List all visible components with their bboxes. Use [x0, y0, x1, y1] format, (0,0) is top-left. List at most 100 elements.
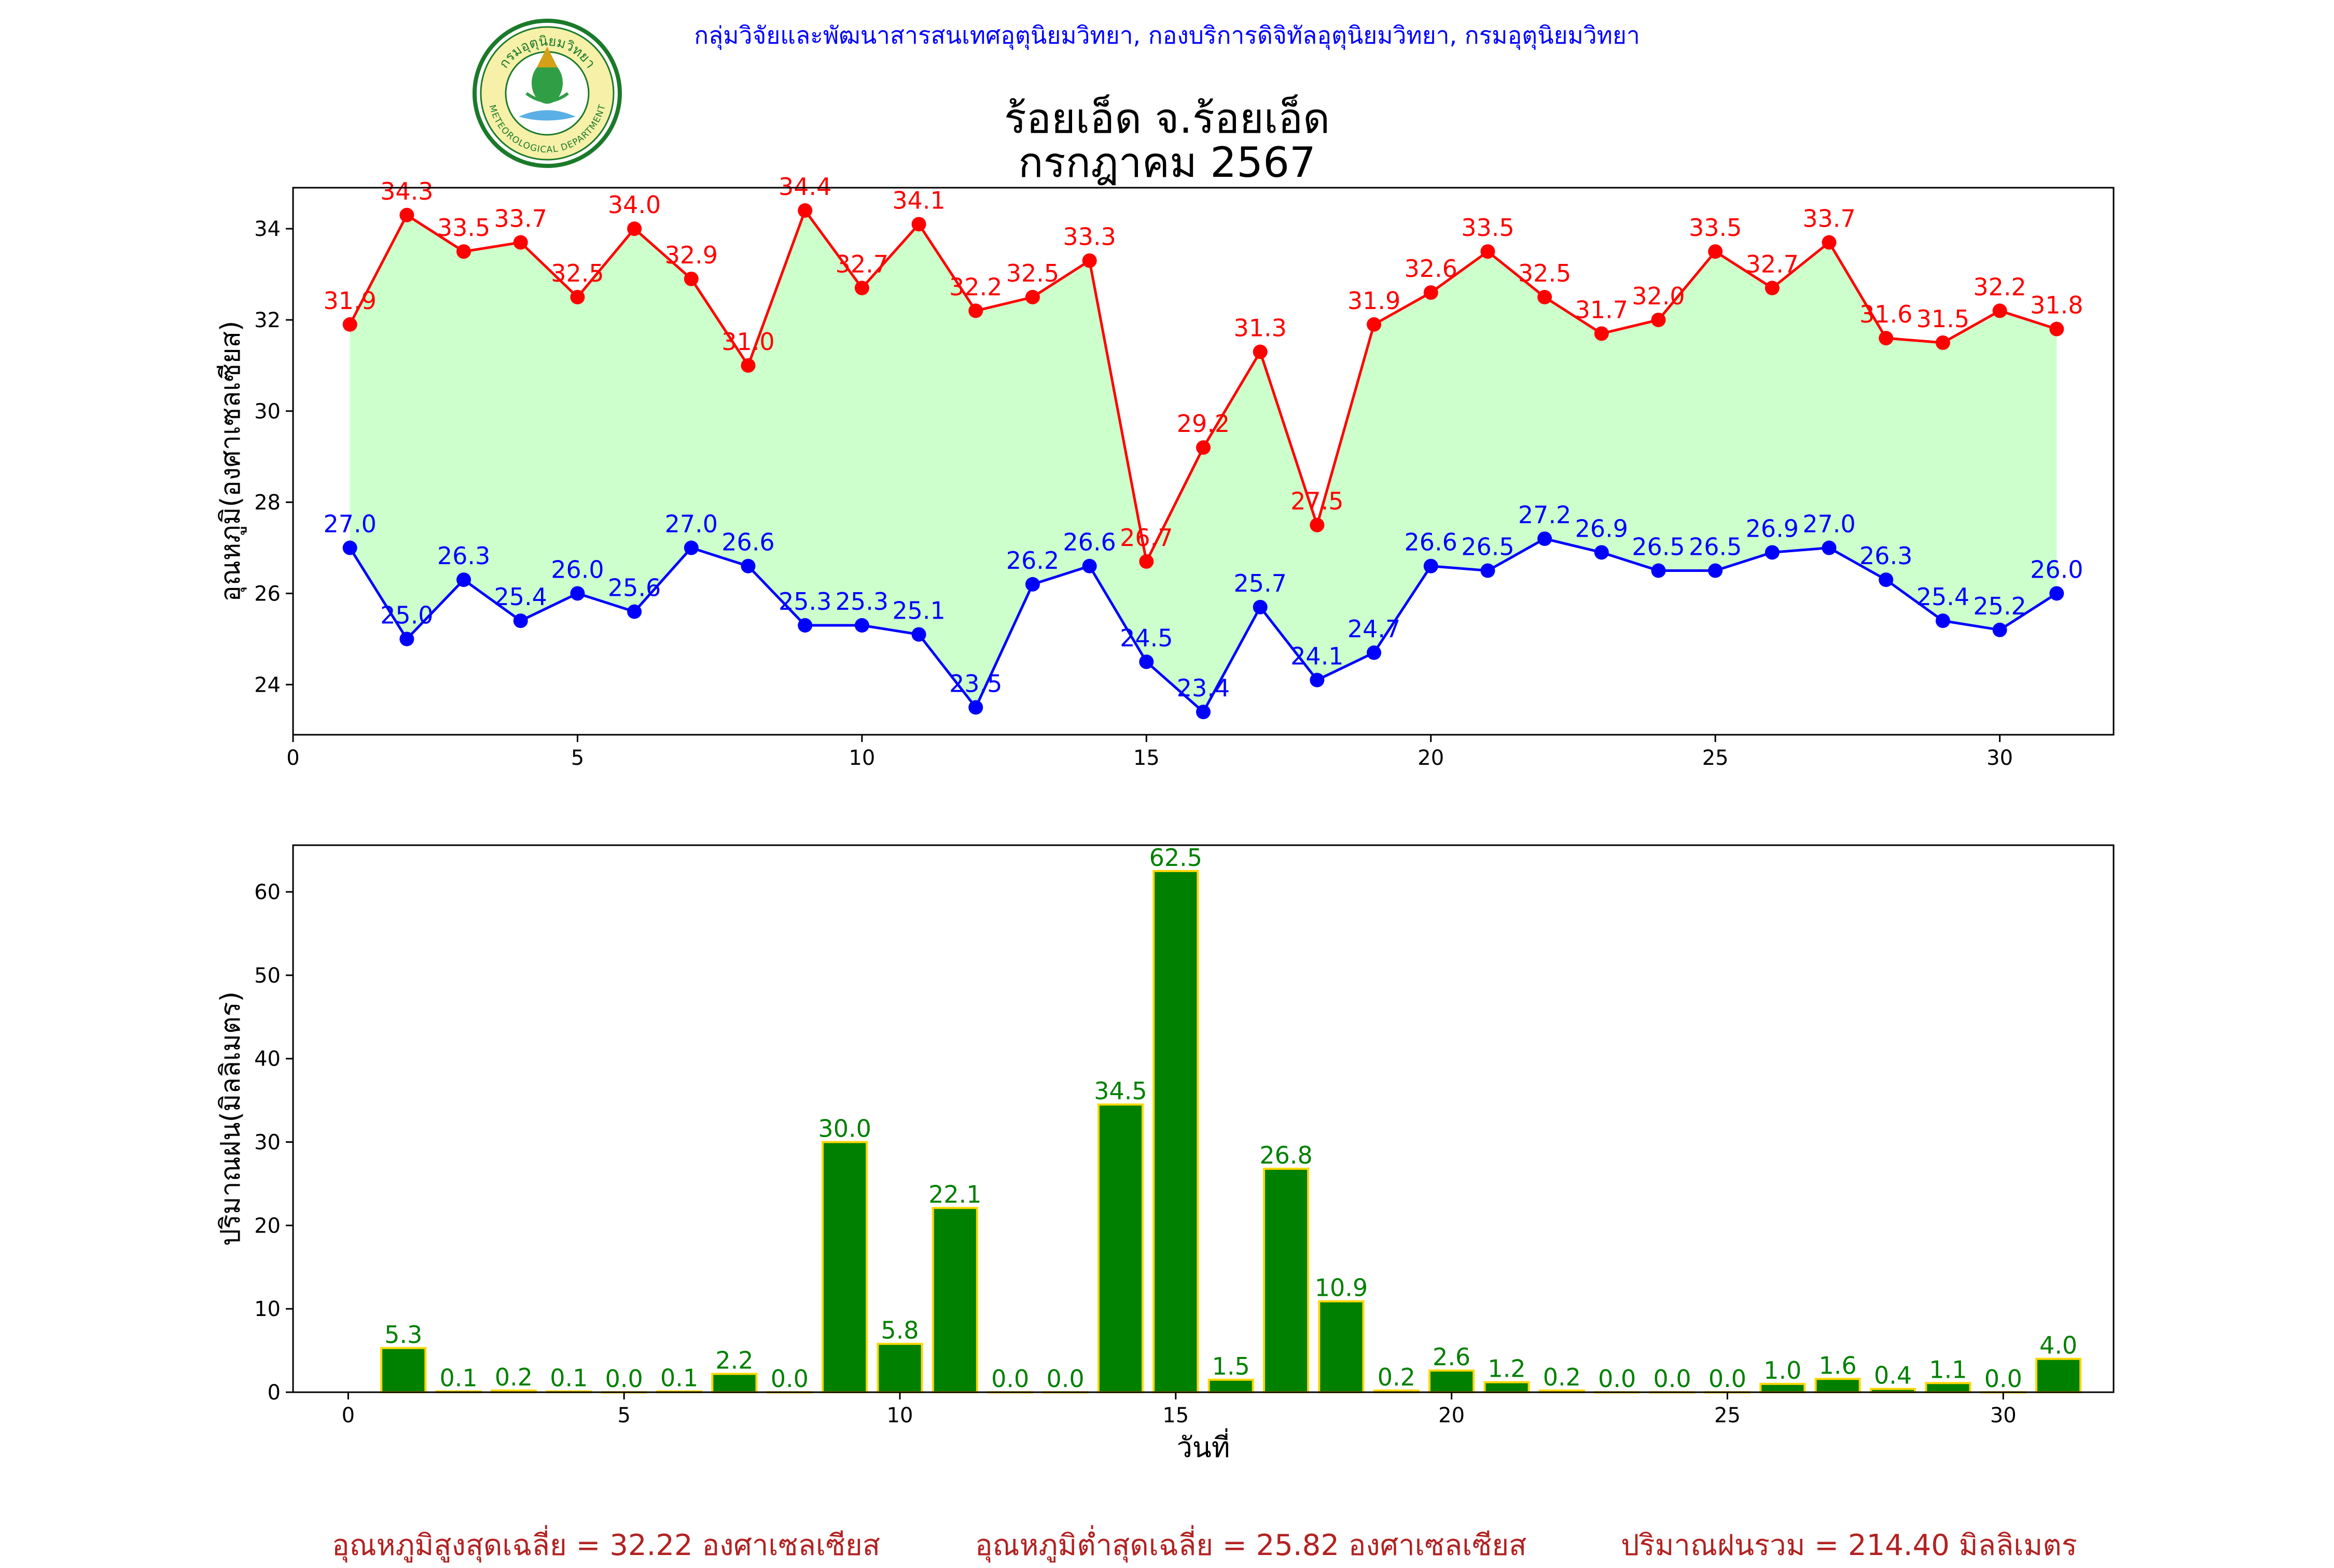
rain-data-label: 0.2	[1378, 1363, 1415, 1391]
temp-max-data-label: 32.7	[1746, 250, 1799, 278]
rain-bar	[1814, 1378, 1861, 1394]
temp-plot-frame	[292, 187, 2115, 736]
temp-x-tick-label: 15	[1133, 746, 1160, 770]
rain-x-tick-label: 25	[1714, 1404, 1741, 1427]
rain-y-tick-label: 60	[254, 880, 281, 904]
temp-max-point	[1367, 317, 1382, 332]
temp-x-tick-label: 10	[849, 746, 875, 770]
temp-min-point	[1822, 540, 1837, 555]
temp-max-point	[1935, 335, 1950, 350]
temp-max-data-label: 32.5	[1518, 259, 1571, 287]
temp-x-tick-label: 0	[286, 746, 299, 770]
temp-max-data-label: 32.6	[1405, 255, 1457, 283]
temp-x-tick-label: 30	[1986, 746, 2013, 770]
temp-max-point	[1879, 331, 1894, 346]
temp-min-data-label: 27.0	[323, 510, 376, 538]
temp-min-data-label: 27.2	[1518, 501, 1571, 529]
rain-data-label: 22.1	[928, 1181, 981, 1209]
temp-min-point	[2049, 586, 2064, 601]
rain-y-tick-label: 40	[254, 1047, 281, 1071]
rain-data-label: 0.0	[605, 1365, 643, 1393]
rain-y-tick-label: 30	[254, 1131, 281, 1155]
rain-data-label: 0.1	[440, 1364, 478, 1392]
temp-max-point	[1765, 281, 1780, 296]
temp-min-data-label: 25.3	[779, 587, 831, 615]
temp-max-data-label: 31.3	[1233, 314, 1286, 342]
temp-max-point	[513, 235, 528, 250]
temp-min-data-label: 26.9	[1746, 514, 1799, 542]
temp-min-point	[1879, 572, 1894, 587]
temp-max-point	[1822, 235, 1837, 250]
organization-line: กลุ่มวิจัยและพัฒนาสารสนเทศอุตุนิยมวิทยา,…	[694, 21, 1640, 49]
chart-title-month: กรกฎาคม 2567	[1018, 138, 1316, 187]
temp-min-point	[741, 558, 756, 573]
temp-x-tick-label: 20	[1418, 746, 1444, 770]
rain-data-label: 0.0	[771, 1365, 809, 1393]
temp-max-data-label: 29.2	[1177, 410, 1230, 438]
temp-max-point	[1082, 253, 1097, 268]
temp-min-data-label: 23.5	[949, 669, 1002, 697]
temp-max-point	[342, 317, 357, 332]
rain-y-axis-label: ปริมาณฝน(มิลลิเมตร)	[215, 991, 246, 1246]
temp-max-point	[1480, 244, 1495, 259]
rain-data-label: 2.6	[1433, 1343, 1470, 1371]
temp-max-data-label: 27.5	[1290, 487, 1343, 515]
temp-min-point	[1025, 577, 1040, 592]
rain-bar	[822, 1141, 868, 1394]
temp-max-data-label: 33.5	[1461, 214, 1514, 242]
rain-plot-frame	[292, 844, 2115, 1393]
rain-data-label: 5.3	[384, 1321, 422, 1349]
temp-min-point	[342, 540, 357, 555]
rain-bar	[877, 1342, 923, 1394]
temp-min-point	[1480, 563, 1495, 578]
rain-data-label: 0.1	[660, 1364, 698, 1392]
temp-max-point	[1423, 285, 1438, 300]
rain-data-label: 0.0	[1598, 1365, 1636, 1393]
rain-data-label: 30.0	[818, 1115, 871, 1143]
temp-y-tick-label: 34	[254, 217, 281, 241]
temp-max-point	[798, 203, 813, 218]
temp-min-data-label: 25.7	[1233, 569, 1286, 597]
temp-max-data-label: 31.9	[323, 287, 376, 315]
temp-max-point	[968, 303, 983, 318]
temp-min-data-label: 24.5	[1120, 624, 1173, 652]
rain-bar	[1483, 1381, 1530, 1393]
temp-min-data-label: 26.6	[1405, 528, 1457, 556]
temp-min-point	[456, 572, 471, 587]
rain-data-label: 62.5	[1149, 844, 1202, 872]
total-rainfall: ปริมาณฝนรวม = 214.40 มิลลิเมตร	[1621, 1529, 2077, 1562]
temp-max-point	[399, 207, 414, 222]
temp-min-point	[1139, 654, 1154, 669]
temp-max-data-label: 33.7	[1802, 205, 1855, 233]
rain-bar	[2035, 1357, 2082, 1393]
rain-bar	[1207, 1378, 1254, 1393]
rain-data-label: 0.2	[495, 1363, 533, 1391]
temp-min-data-label: 25.0	[380, 601, 433, 629]
avg-min-temperature: อุณหภูมิต่ำสุดเฉลี่ย = 25.82 องศาเซลเซีย…	[975, 1529, 1527, 1562]
temp-min-point	[1594, 545, 1609, 560]
temp-min-point	[798, 618, 813, 633]
rain-data-label: 5.8	[881, 1317, 919, 1345]
temp-min-data-label: 25.1	[892, 597, 945, 625]
temp-max-point	[1139, 554, 1154, 569]
temp-y-tick-label: 26	[254, 582, 281, 606]
temp-min-point	[1253, 599, 1268, 614]
temp-min-data-label: 23.4	[1177, 674, 1230, 702]
temp-max-data-label: 31.9	[1347, 287, 1400, 315]
temp-max-data-label: 31.0	[721, 328, 774, 356]
temp-min-data-label: 26.5	[1461, 533, 1514, 561]
rain-data-label: 0.0	[1654, 1365, 1691, 1393]
temp-min-data-label: 26.6	[721, 528, 774, 556]
temp-max-point	[854, 281, 869, 296]
meteorological-department-seal-icon: กรมอุตุนิยมวิทยา METEOROLOGICAL DEPARTME…	[473, 19, 622, 168]
temp-min-point	[1367, 645, 1382, 660]
temp-x-tick-label: 5	[571, 746, 584, 770]
temp-max-point	[570, 290, 585, 304]
temp-max-point	[2049, 321, 2064, 337]
rain-bar	[1263, 1167, 1310, 1393]
rain-data-label: 0.0	[1047, 1365, 1085, 1393]
temp-max-point	[1651, 312, 1666, 327]
rain-data-label: 1.2	[1488, 1355, 1525, 1383]
temp-y-tick-label: 28	[254, 491, 281, 515]
